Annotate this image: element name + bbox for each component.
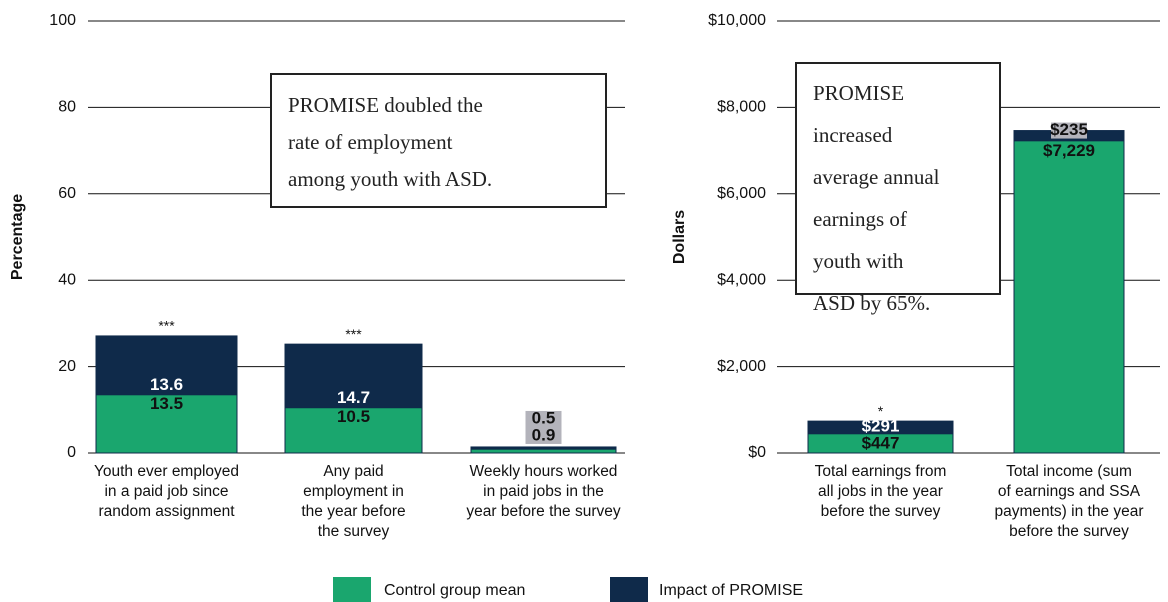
y-axis-label: Percentage (9, 194, 26, 280)
y-tick-label: 80 (58, 99, 76, 116)
value-label: 0.9 (532, 425, 556, 444)
significance-marker: *** (158, 318, 175, 334)
x-tick-label: Total earnings from all jobs in the year… (814, 463, 947, 520)
y-tick-label: $8,000 (717, 99, 766, 116)
value-label: 0.5 (532, 408, 556, 427)
bar-segment (284, 407, 423, 454)
value-label: $7,229 (1043, 141, 1095, 160)
bar-segment (807, 420, 954, 435)
value-label: 10.5 (337, 407, 370, 426)
x-tick-label: Total income (sum of earnings and SSA pa… (994, 463, 1144, 540)
bar-segment (470, 448, 617, 454)
value-label: $291 (862, 417, 900, 436)
legend-label: Control group mean (384, 582, 525, 599)
legend-label: Impact of PROMISE (659, 582, 803, 599)
y-tick-label: $6,000 (717, 185, 766, 202)
y-tick-label: 60 (58, 185, 76, 202)
significance-marker: *** (345, 326, 362, 342)
x-tick-label: Any paid employment in the year before t… (301, 463, 406, 540)
y-tick-label: $0 (748, 444, 766, 461)
value-label: $447 (862, 434, 900, 453)
y-tick-label: 20 (58, 358, 76, 375)
value-label: 13.6 (150, 375, 183, 394)
bar-segment (284, 343, 423, 409)
annotation: PROMISE doubled the rate of employment a… (270, 73, 607, 208)
y-tick-label: 40 (58, 271, 76, 288)
label-box (1051, 122, 1087, 139)
x-tick-label: Weekly hours worked in paid jobs in the … (466, 463, 621, 520)
y-tick-label: 0 (67, 444, 76, 461)
bar-segment (470, 446, 617, 450)
value-label: 14.7 (337, 388, 370, 407)
bar-segment (1013, 140, 1125, 454)
y-tick-label: $4,000 (717, 271, 766, 288)
x-tick-label: Youth ever employed in a paid job since … (93, 463, 240, 520)
value-label: $235 (1050, 120, 1088, 139)
y-tick-label: $10,000 (708, 12, 766, 29)
bar-segment (95, 335, 238, 396)
y-tick-label: $2,000 (717, 358, 766, 375)
label-box (525, 410, 562, 444)
significance-marker: * (878, 403, 884, 419)
y-tick-label: 100 (49, 12, 76, 29)
annotation: PROMISE increased average annual earning… (795, 62, 1001, 315)
legend-swatch (333, 577, 371, 602)
legend-swatch (610, 577, 648, 602)
value-label: 13.5 (150, 394, 183, 413)
y-axis-label: Dollars (671, 210, 688, 264)
